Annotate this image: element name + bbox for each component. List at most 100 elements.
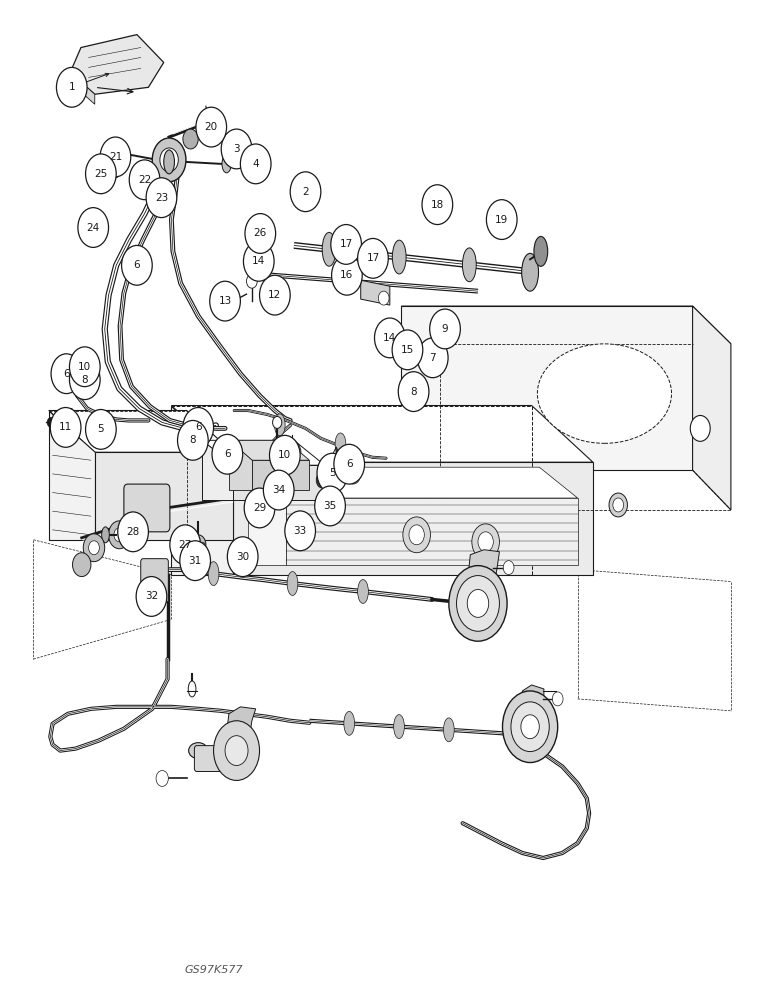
Circle shape	[467, 589, 489, 617]
Circle shape	[422, 185, 452, 225]
Text: 29: 29	[253, 503, 266, 513]
Circle shape	[230, 557, 242, 573]
Circle shape	[503, 561, 514, 575]
Polygon shape	[55, 409, 72, 436]
Circle shape	[449, 566, 507, 641]
Circle shape	[73, 553, 91, 577]
FancyBboxPatch shape	[141, 559, 168, 602]
Polygon shape	[171, 406, 593, 462]
Text: 14: 14	[383, 333, 397, 343]
Polygon shape	[401, 306, 692, 470]
Circle shape	[210, 281, 240, 321]
Circle shape	[609, 493, 628, 517]
Circle shape	[456, 576, 499, 631]
Circle shape	[331, 225, 361, 264]
Circle shape	[273, 416, 282, 428]
Ellipse shape	[208, 562, 219, 586]
Polygon shape	[232, 465, 325, 500]
Circle shape	[613, 498, 624, 512]
Text: 9: 9	[442, 324, 449, 334]
Circle shape	[191, 535, 206, 555]
Text: 17: 17	[340, 239, 353, 249]
Circle shape	[160, 148, 178, 172]
Text: 31: 31	[188, 556, 201, 566]
Circle shape	[398, 372, 429, 411]
Text: 21: 21	[109, 152, 122, 162]
Circle shape	[222, 129, 252, 169]
Text: 7: 7	[429, 353, 436, 363]
Text: 6: 6	[224, 449, 231, 459]
Circle shape	[511, 702, 549, 752]
Text: 5: 5	[97, 424, 104, 434]
Ellipse shape	[462, 248, 476, 282]
Circle shape	[214, 721, 259, 780]
Circle shape	[269, 435, 300, 475]
Circle shape	[83, 534, 105, 562]
Text: 32: 32	[145, 591, 158, 601]
Polygon shape	[49, 410, 232, 452]
Circle shape	[334, 444, 364, 484]
Text: 33: 33	[293, 526, 306, 536]
Circle shape	[332, 255, 362, 295]
Circle shape	[114, 528, 124, 542]
Ellipse shape	[274, 414, 285, 436]
Circle shape	[521, 715, 540, 739]
Polygon shape	[95, 452, 232, 540]
Polygon shape	[229, 440, 252, 490]
Text: 6: 6	[195, 422, 201, 432]
Text: 8: 8	[190, 435, 196, 445]
Circle shape	[245, 214, 276, 253]
Circle shape	[152, 138, 186, 182]
Ellipse shape	[102, 527, 110, 543]
Polygon shape	[361, 280, 390, 305]
Polygon shape	[248, 467, 577, 498]
Circle shape	[229, 545, 244, 565]
Text: 10: 10	[278, 450, 291, 460]
Text: 18: 18	[431, 200, 444, 210]
Circle shape	[690, 415, 710, 441]
Ellipse shape	[188, 743, 208, 759]
Text: 2: 2	[302, 187, 309, 197]
FancyBboxPatch shape	[124, 484, 170, 532]
Ellipse shape	[222, 155, 231, 173]
Text: 24: 24	[86, 223, 100, 233]
Circle shape	[472, 524, 499, 560]
Circle shape	[227, 537, 258, 577]
Polygon shape	[171, 406, 232, 575]
Circle shape	[478, 532, 493, 552]
Polygon shape	[248, 467, 286, 565]
Text: 3: 3	[233, 144, 240, 154]
Circle shape	[146, 178, 177, 218]
Ellipse shape	[443, 718, 454, 742]
Text: 35: 35	[323, 501, 337, 511]
Text: 14: 14	[252, 256, 266, 266]
Ellipse shape	[534, 236, 547, 266]
Circle shape	[240, 144, 271, 184]
Circle shape	[374, 318, 405, 358]
FancyBboxPatch shape	[195, 746, 232, 771]
Text: 4: 4	[252, 159, 259, 169]
Circle shape	[170, 525, 201, 565]
Ellipse shape	[522, 253, 539, 291]
Ellipse shape	[392, 240, 406, 274]
Circle shape	[552, 692, 563, 706]
Circle shape	[409, 525, 425, 545]
Circle shape	[219, 436, 235, 458]
Circle shape	[259, 275, 290, 315]
Circle shape	[47, 417, 55, 427]
Text: 16: 16	[340, 270, 354, 280]
Circle shape	[486, 200, 517, 239]
Text: 22: 22	[138, 175, 151, 185]
Ellipse shape	[537, 344, 672, 443]
Ellipse shape	[394, 715, 405, 739]
Polygon shape	[229, 440, 310, 460]
Circle shape	[136, 577, 167, 616]
Circle shape	[183, 129, 198, 149]
Ellipse shape	[335, 433, 346, 455]
Circle shape	[51, 354, 82, 394]
Polygon shape	[522, 685, 544, 721]
Circle shape	[284, 441, 301, 463]
Circle shape	[188, 428, 205, 450]
Circle shape	[86, 154, 117, 194]
Text: 25: 25	[94, 169, 107, 179]
